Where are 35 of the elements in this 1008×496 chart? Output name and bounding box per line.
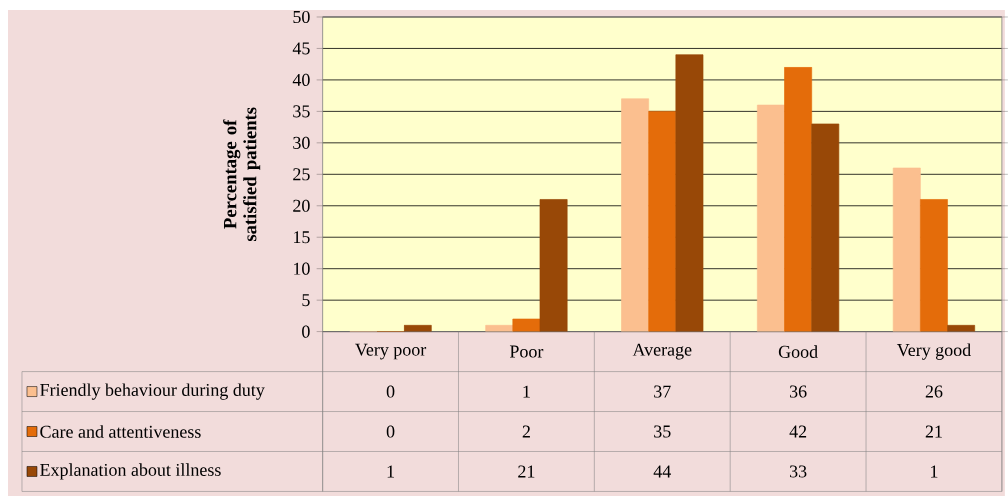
y-tick-label: 35 xyxy=(293,105,310,118)
y-tick-label: 50 xyxy=(293,10,310,23)
y-tick-label: 20 xyxy=(293,199,310,212)
y-axis-title: Percentage of satisfied patients xyxy=(223,107,261,241)
data-label: 44 xyxy=(653,465,671,478)
y-tick-label: 40 xyxy=(292,73,310,86)
data-label: 33 xyxy=(789,465,807,478)
data-label: 42 xyxy=(789,425,807,438)
y-tick-label: 10 xyxy=(294,262,310,275)
data-label: 21 xyxy=(925,425,942,438)
y-tick-label: 45 xyxy=(292,42,310,55)
data-label: 37 xyxy=(654,385,671,398)
x-tick-label: Very good xyxy=(896,343,971,360)
data-label: 35 xyxy=(654,425,671,438)
data-label: 21 xyxy=(518,465,535,478)
y-tick-label: 0 xyxy=(302,325,310,338)
data-label: 36 xyxy=(789,385,807,398)
legend-label: Care and attentiveness xyxy=(40,424,201,438)
x-tick-label: Poor xyxy=(509,345,544,358)
y-tick-label: 5 xyxy=(302,293,310,306)
y-tick-label: 15 xyxy=(294,231,310,244)
data-label: 1 xyxy=(931,465,938,478)
x-tick-label: Very poor xyxy=(355,343,427,360)
data-label: 0 xyxy=(386,385,395,398)
data-label: 0 xyxy=(386,425,395,438)
data-label: 1 xyxy=(523,385,530,398)
legend-label: Explanation about illness xyxy=(40,463,221,480)
y-tick-label: 25 xyxy=(293,168,310,181)
data-label: 1 xyxy=(387,465,394,478)
data-label: 2 xyxy=(522,425,530,438)
x-tick-label: Good xyxy=(778,345,818,358)
x-tick-label: Average xyxy=(632,343,692,360)
data-label: 26 xyxy=(925,385,943,398)
legend-label: Friendly behaviour during duty xyxy=(40,383,265,400)
y-tick-label: 30 xyxy=(293,136,310,149)
